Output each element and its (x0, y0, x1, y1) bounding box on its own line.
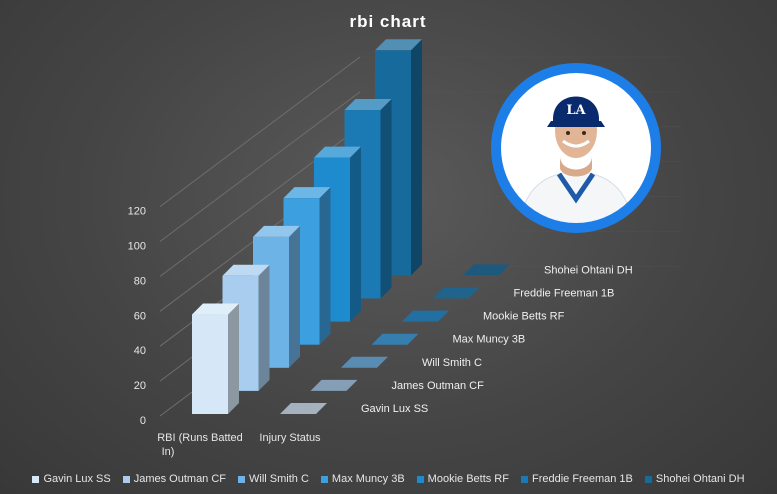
legend-item: Mookie Betts RF (416, 470, 509, 488)
legend-swatch (122, 475, 130, 483)
legend-swatch (32, 475, 40, 483)
series-axis-label: Freddie Freeman 1B (514, 288, 615, 300)
grid-line (159, 56, 361, 208)
chart-title: rbi chart (349, 12, 426, 31)
legend-label: Freddie Freeman 1B (531, 473, 633, 485)
bar (463, 264, 510, 276)
bar (280, 403, 327, 414)
y-tick-label: 40 (134, 345, 146, 357)
y-axis: 0 20 40 60 80 100 120 (128, 206, 146, 427)
bar (402, 310, 449, 322)
y-tick-label: 60 (134, 310, 146, 322)
player-headshot: LA (487, 59, 665, 237)
legend-item: Gavin Lux SS (32, 470, 111, 488)
bar (341, 356, 388, 368)
series-axis-label: Shohei Ohtani DH (544, 264, 633, 276)
legend-label: Gavin Lux SS (43, 473, 111, 485)
floor-markers (280, 264, 510, 414)
grid-line (159, 91, 361, 242)
legend-label: James Outman CF (133, 473, 227, 485)
y-tick-label: 100 (128, 241, 146, 253)
y-tick-label: 0 (140, 415, 146, 427)
series-axis-label: Gavin Lux SS (361, 403, 428, 415)
legend-swatch (238, 475, 246, 483)
legend-swatch (520, 475, 528, 483)
bar (310, 379, 358, 391)
x-axis: RBI (Runs Batted In) Injury Status (157, 432, 321, 458)
svg-text:LA: LA (566, 103, 586, 118)
series-axis-label: Will Smith C (422, 357, 482, 369)
legend: Gavin Lux SS James Outman CF Will Smith C M… (0, 470, 777, 488)
bar (192, 303, 239, 414)
legend-label: Mookie Betts RF (427, 473, 509, 485)
legend-item: James Outman CF (122, 470, 227, 488)
legend-item: Max Muncy 3B (320, 470, 405, 488)
series-axis-label: James Outman CF (392, 380, 485, 392)
x-tick-label: RBI (Runs Batted In) (157, 432, 243, 458)
player-headshot-icon: LA (491, 63, 661, 233)
legend-item: Shohei Ohtani DH (644, 470, 745, 488)
bars (192, 39, 422, 414)
legend-swatch (644, 475, 652, 483)
x-tick-label: Injury Status (259, 432, 321, 444)
y-tick-label: 120 (128, 206, 146, 218)
legend-item: Freddie Freeman 1B (520, 470, 633, 488)
series-axis: Gavin Lux SS James Outman CF Will Smith C M… (361, 264, 633, 415)
legend-label: Max Muncy 3B (331, 473, 405, 485)
legend-label: Shohei Ohtani DH (655, 473, 745, 485)
y-tick-label: 20 (134, 380, 146, 392)
series-axis-label: Max Muncy 3B (453, 334, 526, 346)
bar (371, 333, 419, 345)
series-axis-label: Mookie Betts RF (483, 311, 565, 323)
legend-swatch (320, 475, 328, 483)
y-tick-label: 80 (134, 275, 146, 287)
bar (432, 287, 480, 299)
legend-item: Will Smith C (238, 470, 309, 488)
legend-label: Will Smith C (249, 473, 309, 485)
legend-swatch (416, 475, 424, 483)
